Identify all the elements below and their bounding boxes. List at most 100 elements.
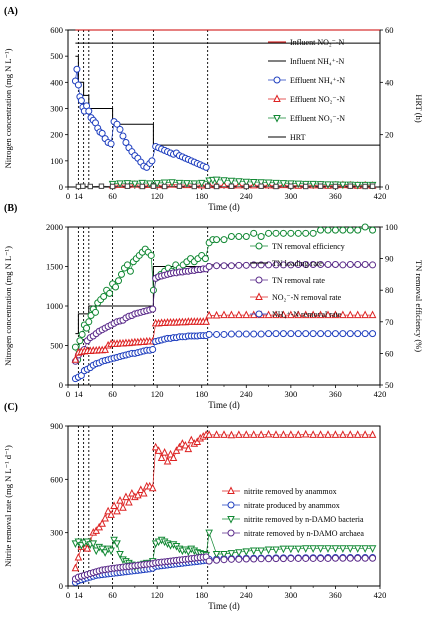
legend-swatch-marker: [255, 292, 263, 300]
data-point: [235, 549, 243, 557]
data-point: [243, 183, 249, 190]
data-point: [361, 545, 369, 553]
data-point: [71, 343, 79, 351]
data-point: [287, 261, 295, 269]
data-point: [316, 545, 325, 553]
data-point: [339, 545, 347, 553]
y-tick-label: 1000: [46, 301, 63, 311]
data-point: [264, 546, 273, 555]
x-tick-label: 240: [240, 590, 253, 600]
data-point: [249, 430, 258, 438]
x-tick-label: 420: [374, 590, 387, 600]
x-tick-label: 14: [74, 191, 83, 201]
data-point: [368, 545, 377, 553]
legend-item: TN removal rate: [250, 276, 325, 285]
data-point: [212, 551, 221, 559]
data-point: [184, 444, 193, 453]
data-point: [361, 223, 369, 231]
data-point: [294, 180, 303, 189]
data-point: [309, 330, 317, 338]
data-point: [235, 178, 243, 186]
legend-swatch-marker: [255, 310, 263, 318]
x-tick-label: 0: [66, 389, 70, 399]
data-point: [138, 179, 147, 188]
data-point: [346, 226, 354, 234]
legend-label: Influent NH₄⁺-N: [290, 57, 345, 66]
legend-swatch-marker: [227, 486, 235, 494]
data-point: [354, 554, 362, 562]
y-tick-label: 600: [50, 25, 63, 35]
data-point: [257, 179, 265, 187]
data-point: [331, 430, 340, 438]
data-point: [220, 310, 228, 319]
data-point: [339, 330, 347, 338]
data-point: [361, 554, 369, 562]
data-point: [205, 430, 213, 438]
data-point: [100, 293, 108, 301]
data-point: [176, 183, 183, 189]
data-point: [331, 261, 339, 269]
data-point: [368, 310, 377, 319]
data-point: [91, 308, 99, 316]
data-point: [279, 261, 287, 269]
data-point: [279, 545, 288, 554]
legend-label: TN removal rate: [272, 276, 325, 285]
data-point: [85, 107, 93, 115]
data-point: [324, 330, 332, 338]
legend-item: nitrite removed by anammox: [222, 486, 337, 496]
data-point: [161, 183, 168, 190]
x-tick-label: 180: [195, 191, 208, 201]
data-point: [249, 547, 258, 556]
data-point: [220, 430, 228, 438]
data-point: [331, 226, 339, 234]
data-point: [220, 236, 228, 244]
data-point: [131, 180, 139, 189]
data-point: [80, 183, 86, 189]
data-point: [235, 555, 243, 563]
chart-panel-3: (C) 0 14 60 120 180 240 300 360 420 Time (d) 0 300 60…: [3, 402, 386, 611]
legend-label: HRT: [290, 133, 306, 142]
data-point: [168, 179, 176, 187]
data-point: [279, 430, 288, 438]
data-point: [354, 261, 362, 269]
data-point: [106, 289, 114, 297]
x-tick-label: 60: [108, 389, 117, 399]
data-point: [354, 226, 362, 234]
data-point: [125, 497, 133, 506]
data-point: [287, 330, 295, 338]
data-point: [369, 554, 377, 562]
x-tick-label: 420: [374, 191, 387, 201]
legend-label: TN loading rate: [272, 259, 323, 268]
legend-item: NH₄⁺-N removal rate: [250, 310, 342, 319]
data-point: [98, 183, 105, 189]
data-point: [220, 262, 228, 270]
data-series: [71, 310, 377, 363]
legend-item: HRT: [268, 133, 306, 142]
data-point: [201, 255, 209, 263]
y-tick-label: 300: [50, 104, 63, 114]
data-point: [227, 555, 235, 563]
data-point: [235, 261, 243, 269]
legend-item: nitrate removed by n-DAMO archaea: [222, 529, 364, 538]
data-point: [124, 183, 131, 189]
data-point: [272, 330, 280, 338]
x-tick-label: 300: [284, 389, 297, 399]
legend-label: Influent NO₂⁻-N: [290, 38, 345, 47]
data-point: [119, 503, 127, 511]
data-point: [166, 449, 175, 458]
data-point: [242, 330, 250, 338]
data-point: [279, 310, 288, 319]
data-point: [339, 430, 347, 438]
x-tick-label: 180: [195, 590, 208, 600]
data-point: [362, 183, 368, 190]
data-point: [272, 229, 280, 237]
data-point: [150, 183, 157, 189]
x-tick-label: 360: [329, 590, 342, 600]
data-point: [71, 355, 80, 363]
legend-label: nitrite removed by n-DAMO bacteria: [244, 515, 364, 524]
y-tick-label: 0: [59, 182, 63, 192]
data-point: [316, 430, 325, 438]
data-point: [160, 448, 169, 456]
data-point: [257, 430, 265, 438]
data-point: [98, 545, 106, 554]
